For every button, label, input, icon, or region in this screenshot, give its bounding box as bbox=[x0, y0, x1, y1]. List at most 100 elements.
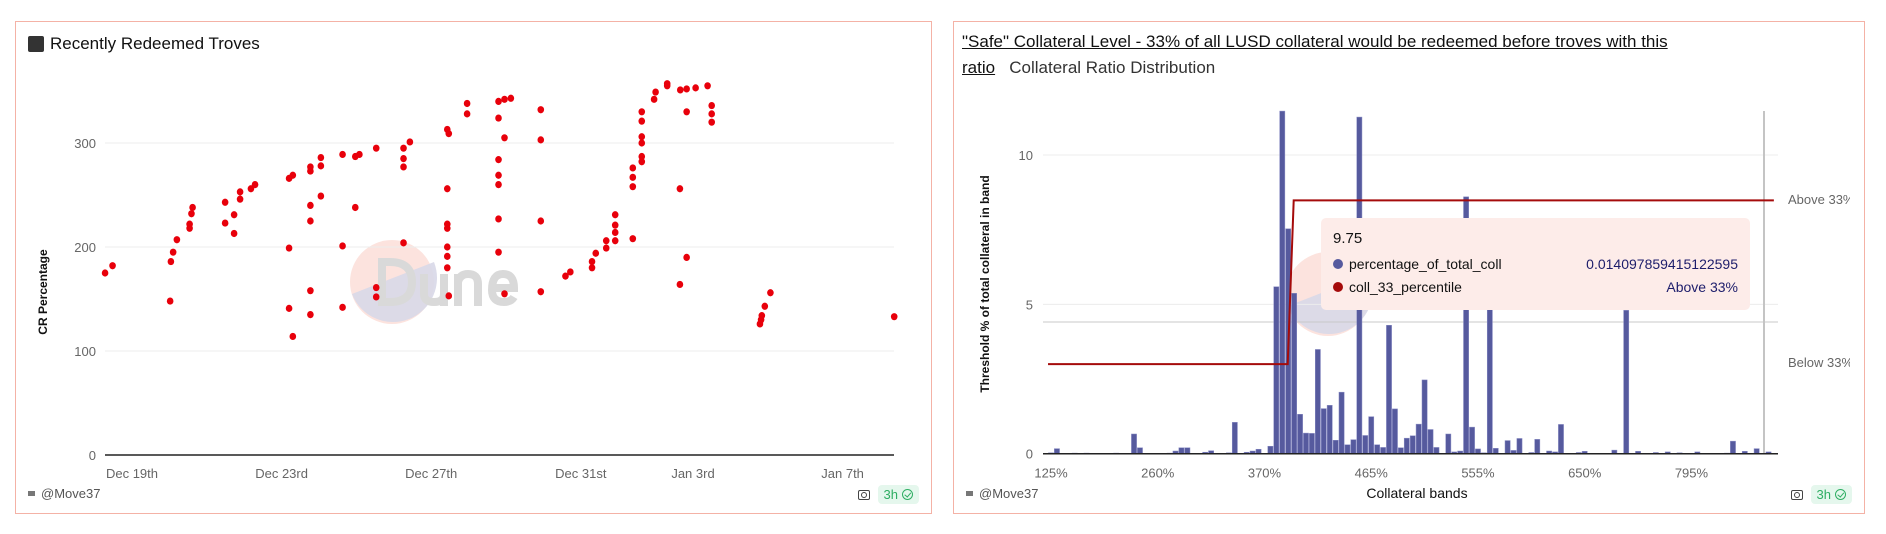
dune-logo-letter-icon bbox=[454, 269, 482, 306]
bar bbox=[1445, 433, 1452, 454]
scatter-point bbox=[683, 108, 690, 116]
panel-title[interactable]: Recently Redeemed Troves bbox=[28, 34, 260, 54]
tooltip-series-name: coll_33_percentile bbox=[1349, 279, 1462, 295]
scatter-point bbox=[767, 289, 774, 297]
scatter-point bbox=[317, 153, 325, 162]
scatter-point bbox=[186, 220, 193, 228]
scatter-point bbox=[109, 262, 116, 270]
scatter-point bbox=[443, 264, 451, 272]
scatter-point bbox=[443, 224, 451, 232]
panel-title-link[interactable]: "Safe" Collateral Level - 33% of all LUS… bbox=[962, 32, 1668, 77]
scatter-point bbox=[307, 163, 314, 171]
scatter-point bbox=[167, 257, 175, 266]
scatter-point bbox=[638, 133, 646, 141]
tooltip-header: 9.75 bbox=[1333, 230, 1363, 247]
scatter-point bbox=[285, 304, 293, 312]
tooltip-series-value: 0.014097859415122595 bbox=[1586, 256, 1738, 272]
camera-icon[interactable] bbox=[1790, 489, 1803, 500]
tooltip-row: coll_33_percentile Above 33% bbox=[1333, 279, 1738, 295]
y-axis-label: Threshold % of total collateral in band bbox=[978, 175, 992, 392]
series-dot-icon bbox=[1333, 259, 1343, 269]
bar bbox=[1753, 448, 1760, 454]
scatter-point bbox=[285, 244, 293, 252]
tooltip-row: percentage_of_total_coll 0.0140978594151… bbox=[1333, 256, 1738, 272]
y-tick-label: 200 bbox=[74, 240, 96, 255]
bar bbox=[1469, 426, 1475, 454]
x-tick-label: 650% bbox=[1568, 466, 1602, 481]
y-tick-label: 5 bbox=[1026, 297, 1033, 312]
scatter-point bbox=[339, 242, 346, 250]
scatter-point bbox=[588, 264, 596, 272]
scatter-point bbox=[676, 86, 684, 94]
scatter-point bbox=[495, 181, 502, 189]
check-circle-icon bbox=[902, 489, 913, 500]
scatter-point bbox=[629, 235, 637, 243]
scatter-point bbox=[251, 181, 259, 189]
scatter-point bbox=[758, 312, 766, 320]
x-tick-label: 260% bbox=[1141, 466, 1175, 481]
y-tick-label: 10 bbox=[1019, 148, 1033, 163]
scatter-point bbox=[400, 239, 407, 247]
x-tick-label: 465% bbox=[1355, 466, 1389, 481]
freshness-badge: 3h bbox=[1810, 485, 1852, 504]
scatter-point bbox=[400, 144, 407, 152]
y-tick-label: 0 bbox=[1026, 447, 1033, 462]
bar bbox=[1279, 110, 1286, 454]
scatter-point bbox=[406, 138, 414, 146]
scatter-point bbox=[501, 290, 508, 298]
bar bbox=[1320, 408, 1327, 454]
bar bbox=[1558, 424, 1564, 454]
bar bbox=[1392, 408, 1398, 454]
scatter-point bbox=[495, 171, 502, 179]
author-link[interactable]: @Move37 bbox=[28, 486, 100, 501]
scatter-point bbox=[611, 211, 619, 219]
scatter-point bbox=[676, 185, 684, 193]
scatter-point bbox=[537, 106, 545, 114]
scatter-point bbox=[638, 152, 646, 161]
bar bbox=[1415, 423, 1422, 454]
tooltip-series-name: percentage_of_total_coll bbox=[1349, 256, 1502, 272]
scatter-point bbox=[611, 237, 619, 245]
scatter-point bbox=[638, 108, 646, 116]
scatter-point bbox=[236, 195, 244, 203]
scatter-point bbox=[537, 136, 545, 144]
bar bbox=[1350, 439, 1357, 454]
scatter-point bbox=[372, 283, 380, 292]
scatter-point bbox=[339, 150, 346, 159]
author-name: @Move37 bbox=[979, 486, 1039, 501]
scatter-point bbox=[683, 253, 690, 261]
scatter-point bbox=[230, 211, 238, 219]
scatter-point bbox=[221, 198, 229, 206]
author-name: @Move37 bbox=[41, 486, 101, 501]
scatter-point bbox=[173, 236, 181, 244]
bar bbox=[1309, 433, 1315, 454]
scatter-point bbox=[289, 171, 297, 179]
scatter-point bbox=[317, 162, 325, 170]
x-tick-label: Dec 19th bbox=[106, 466, 158, 481]
bar bbox=[1184, 447, 1191, 454]
scatter-point bbox=[592, 249, 600, 257]
scatter-point bbox=[501, 134, 508, 142]
scatter-point bbox=[307, 311, 314, 319]
scatter-point bbox=[638, 139, 646, 147]
x-tick-label: Dec 31st bbox=[555, 466, 607, 481]
user-avatar-icon bbox=[28, 491, 35, 496]
scatter-point bbox=[652, 88, 659, 96]
bar bbox=[1386, 325, 1392, 454]
dune-logo-letter-icon bbox=[420, 274, 448, 307]
x-tick-label: 795% bbox=[1675, 466, 1709, 481]
scatter-point bbox=[683, 85, 690, 93]
scatter-point bbox=[495, 215, 502, 223]
scatter-point bbox=[351, 203, 359, 212]
bar bbox=[1315, 349, 1321, 454]
scatter-point bbox=[339, 303, 346, 311]
collateral-ratio-distribution-panel: 0 5 10 125% 260% 370% 465% 555% 650% 795% Collater… bbox=[953, 21, 1865, 514]
bar bbox=[1374, 444, 1380, 454]
scatter-point bbox=[708, 110, 715, 118]
bar bbox=[1326, 405, 1333, 454]
scatter-point bbox=[463, 110, 471, 118]
author-link[interactable]: @Move37 bbox=[966, 486, 1038, 501]
scatter-point bbox=[890, 313, 898, 321]
camera-icon[interactable] bbox=[857, 489, 870, 500]
bar bbox=[1534, 439, 1541, 454]
